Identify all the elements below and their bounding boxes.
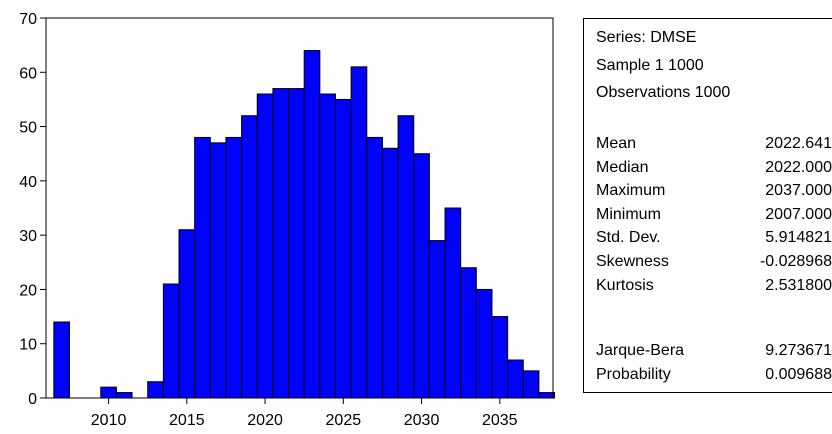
stat-row: Kurtosis 2.531800 <box>596 274 832 298</box>
stat-value: 9.273671 <box>765 342 832 359</box>
x-tick-label: 2030 <box>404 412 440 429</box>
x-axis: 2010 2015 2020 2025 2030 2035 <box>91 398 518 429</box>
x-tick-label: 2035 <box>482 412 518 429</box>
histogram-bar <box>460 267 477 399</box>
histogram-bar <box>225 136 243 399</box>
stat-label: Skewness <box>596 252 669 270</box>
histogram-bar <box>428 240 446 399</box>
sample-range: Sample 1 1000 <box>596 56 704 74</box>
normality-test-table: Jarque-Bera 9.273671 Probability 0.009688 <box>596 339 832 386</box>
y-tick-label: 0 <box>28 391 37 408</box>
y-tick-label: 70 <box>19 11 37 28</box>
y-tick-label: 60 <box>19 65 37 82</box>
histogram-bar <box>288 88 305 399</box>
stat-value: 2007.000 <box>765 205 832 223</box>
stat-value: 2037.000 <box>765 182 832 200</box>
histogram-bar <box>115 392 133 399</box>
stat-row: Jarque-Bera 9.273671 <box>596 339 832 363</box>
stat-label: Maximum <box>596 182 666 200</box>
stat-label: Jarque-Bera <box>596 342 685 359</box>
descriptive-stats-panel: Series: DMSE Sample 1 1000 Observations … <box>583 18 832 393</box>
histogram-bar <box>334 98 352 399</box>
stat-row: Minimum 2007.000 <box>596 203 832 227</box>
stat-label: Median <box>596 158 649 176</box>
histogram-bar <box>303 50 321 399</box>
y-axis: 0 10 20 30 40 50 60 70 <box>19 11 46 408</box>
stat-value: 0.009688 <box>765 365 832 383</box>
histogram-bar <box>491 316 509 399</box>
stat-label: Mean <box>596 135 637 152</box>
stat-row: Maximum 2037.000 <box>596 179 832 203</box>
series-name: Series: DMSE <box>596 29 697 46</box>
stat-value: 2.531800 <box>765 276 832 294</box>
x-tick-label: 2025 <box>326 412 362 429</box>
stat-label: Probability <box>596 365 671 383</box>
histogram-bars <box>53 50 556 399</box>
plot-frame <box>45 17 554 399</box>
y-tick-label: 30 <box>19 228 37 245</box>
histogram-bar <box>147 381 164 399</box>
histogram-bar <box>475 288 493 399</box>
stat-value: -0.028968 <box>759 252 832 270</box>
stat-value: 5.914821 <box>765 229 832 247</box>
x-tick-label: 2015 <box>169 412 205 429</box>
histogram-bar <box>194 136 211 399</box>
stat-label: Minimum <box>596 205 661 223</box>
stat-row: Skewness -0.028968 <box>596 250 832 274</box>
stat-label: Std. Dev. <box>596 229 661 247</box>
observation-count: Observations 1000 <box>596 84 731 101</box>
histogram-bar <box>241 115 258 399</box>
stat-row: Mean 2022.641 <box>596 132 832 156</box>
stat-value: 2022.641 <box>765 135 832 152</box>
histogram-bar <box>507 359 524 399</box>
histogram-bar <box>100 386 117 399</box>
histogram-bar <box>538 392 556 399</box>
stat-row: Std. Dev. 5.914821 <box>596 226 832 250</box>
y-tick-label: 50 <box>19 120 37 137</box>
histogram-bar <box>178 229 196 399</box>
histogram-bar <box>272 88 290 399</box>
histogram-bar <box>522 370 540 399</box>
y-tick-label: 20 <box>19 282 37 299</box>
stat-label: Kurtosis <box>596 276 654 294</box>
stat-row: Probability 0.009688 <box>596 363 832 387</box>
histogram-bar <box>444 207 462 399</box>
histogram-bar <box>350 66 368 399</box>
histogram-bar <box>381 147 399 399</box>
stats-header: Series: DMSE Sample 1 1000 Observations … <box>596 24 730 107</box>
histogram-bar <box>256 93 274 399</box>
x-tick-label: 2010 <box>91 412 127 429</box>
stats-table: Mean 2022.641 Median 2022.000 Maximum 2037.… <box>596 132 832 297</box>
y-tick-label: 40 <box>19 174 37 191</box>
y-tick-label: 10 <box>19 337 37 354</box>
histogram-bar <box>319 93 336 399</box>
histogram-bar <box>209 142 227 399</box>
histogram-bar <box>366 136 383 399</box>
histogram-bar <box>162 283 180 399</box>
stat-value: 2022.000 <box>765 158 832 176</box>
stat-row: Median 2022.000 <box>596 156 832 180</box>
histogram-bar <box>397 115 415 399</box>
x-tick-label: 2020 <box>247 412 283 429</box>
histogram-bar <box>413 153 430 399</box>
histogram-bar <box>53 321 70 399</box>
